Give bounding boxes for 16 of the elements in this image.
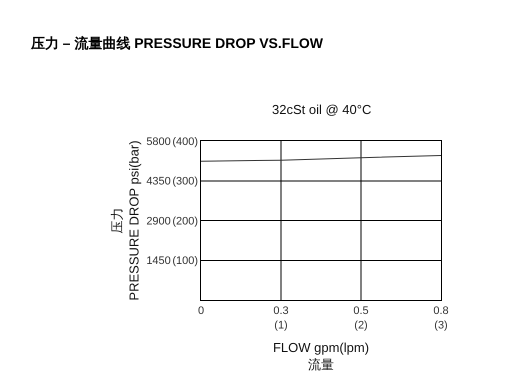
chart-subtitle: 32cSt oil @ 40°C	[272, 102, 372, 117]
y2-tick-label: (100)	[172, 255, 198, 268]
y2-tick-label: (400)	[172, 136, 198, 148]
y-tick-label: 5800	[146, 136, 171, 148]
y-tick-label: 4350	[146, 176, 171, 188]
y2-tick-label: (200)	[172, 215, 198, 228]
chart-title: 压力 – 流量曲线 PRESSURE DROP VS.FLOW	[30, 34, 324, 51]
y2-tick-label: (300)	[172, 176, 198, 188]
x-tick-label: 0	[198, 305, 204, 318]
x-axis-title: FLOW gpm(lpm) 流量	[272, 340, 370, 372]
x-tick-label: 0.3 (1)	[273, 305, 289, 332]
x-tick-label: 0.8 (3)	[433, 305, 449, 332]
x-tick-label: 0.5 (2)	[353, 305, 369, 332]
y-tick-label: 1450	[146, 255, 171, 268]
y-tick-label: 2900	[146, 215, 171, 228]
y-axis-title: 压力 PRESSURE DROP psi(bar)	[109, 140, 142, 301]
